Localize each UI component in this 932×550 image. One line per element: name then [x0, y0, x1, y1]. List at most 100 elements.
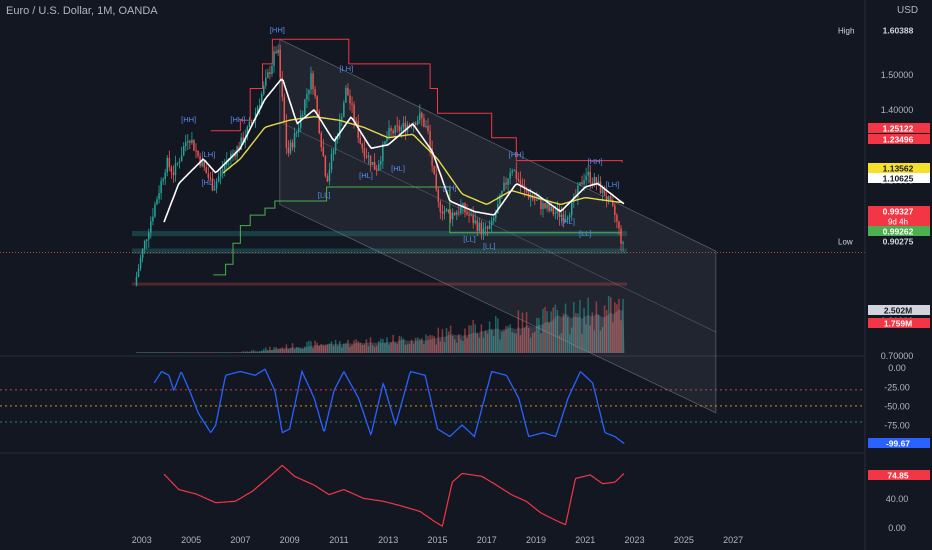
volume-bar: [575, 313, 577, 353]
volume-bar: [388, 344, 390, 353]
candle: [353, 104, 355, 121]
candle: [525, 188, 528, 193]
price-tag: [868, 470, 930, 480]
candle: [238, 146, 240, 150]
candle: [357, 121, 359, 138]
candle: [197, 150, 199, 156]
volume-bar: [427, 336, 429, 353]
volume-bar: [236, 352, 238, 353]
volume-bar: [382, 338, 384, 353]
volume-bar: [462, 340, 464, 353]
volume-bar: [384, 342, 386, 353]
candle: [388, 128, 390, 138]
volume-bar: [458, 334, 460, 353]
volume-bar: [507, 325, 509, 353]
volume-bar: [585, 324, 587, 353]
candle: [599, 181, 602, 194]
volume-bar: [408, 343, 411, 353]
candle: [470, 214, 472, 216]
volume-bar: [316, 342, 318, 353]
price-tag-value: 1.23496: [883, 135, 914, 145]
price-tag-value: 2.502M: [884, 306, 912, 316]
price-tag: [868, 163, 930, 173]
candle: [421, 112, 423, 119]
candle: [531, 196, 534, 200]
volume-bar: [581, 333, 583, 353]
volume-bar: [417, 337, 419, 353]
candle: [224, 165, 226, 170]
volume-bar: [306, 341, 308, 353]
candle: [443, 210, 446, 214]
volume-bar: [345, 342, 347, 353]
candle: [587, 171, 589, 176]
volume-bar: [172, 352, 175, 353]
volume-bar: [445, 328, 448, 353]
candle: [585, 175, 587, 181]
candle: [148, 232, 150, 240]
volume-bar: [199, 352, 201, 353]
candle: [316, 96, 318, 112]
price-tag: [868, 173, 930, 183]
candle: [162, 179, 164, 181]
volume-bar: [299, 348, 302, 353]
price-tag: [868, 438, 930, 448]
x-tick-label: 2011: [329, 535, 348, 545]
candle: [515, 170, 518, 179]
volume-bar: [332, 345, 335, 353]
osc-tick-label: -25.00: [884, 382, 910, 392]
price-tag: [868, 25, 930, 35]
candle: [466, 212, 468, 215]
moving-average-slow: [222, 116, 624, 206]
volume-bar: [152, 352, 154, 353]
currency-label: USD: [897, 5, 919, 16]
volume-bar: [367, 346, 370, 353]
price-tag-value: 74.85: [887, 471, 909, 481]
candle: [460, 206, 462, 214]
volume-bar: [207, 352, 210, 353]
candle: [363, 148, 366, 157]
volume-bar: [154, 352, 156, 353]
volume-bar: [252, 349, 255, 353]
candle: [324, 156, 327, 177]
volume-bar: [412, 343, 415, 353]
volume-bar: [141, 352, 144, 353]
volume-bar: [404, 344, 407, 353]
candle: [203, 161, 205, 168]
candle: [338, 119, 341, 138]
volume-bar: [178, 352, 181, 353]
swing-label: [LH]: [201, 150, 215, 159]
candle: [484, 227, 487, 229]
candle: [258, 104, 261, 108]
candle: [256, 107, 259, 113]
chart-title: Euro / U.S. Dollar, 1M, OANDA: [6, 5, 158, 17]
candle: [193, 139, 195, 151]
volume-bar: [224, 352, 226, 353]
volume-bar: [560, 333, 563, 353]
x-tick-label: 2013: [378, 535, 398, 545]
oscillator-line: [153, 368, 625, 445]
volume-bar: [492, 335, 495, 353]
candle: [488, 225, 491, 229]
candle: [616, 214, 618, 222]
volume-bar: [203, 352, 205, 353]
x-tick-label: 2021: [575, 535, 595, 545]
candle: [322, 147, 325, 157]
candle: [384, 141, 386, 144]
volume-bar: [618, 299, 620, 353]
swing-label: [HL]: [359, 171, 373, 180]
candle: [150, 221, 152, 233]
candle: [240, 137, 242, 150]
volume-bar: [495, 316, 497, 353]
zone-band: [131, 282, 628, 286]
candle: [302, 115, 304, 117]
swing-label: [LL]: [579, 229, 592, 238]
volume-bar: [213, 352, 216, 353]
volume-bar: [564, 303, 567, 353]
candle: [453, 212, 456, 215]
volume-bar: [523, 327, 526, 353]
candle: [166, 157, 169, 173]
candle: [558, 208, 561, 217]
candle: [139, 257, 142, 269]
candle: [182, 146, 185, 156]
